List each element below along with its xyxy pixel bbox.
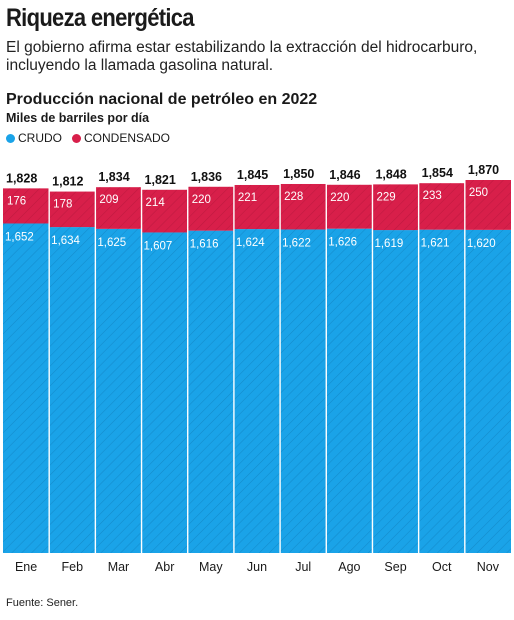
bar-crudo-hatch-abr — [141, 232, 188, 553]
total-label-oct: 1,854 — [422, 166, 453, 180]
total-label-ene: 1,828 — [6, 171, 37, 185]
legend-swatch-crudo — [6, 133, 15, 143]
condensado-label-nov: 250 — [469, 187, 488, 199]
crudo-label-may: 1,616 — [190, 239, 219, 251]
condensado-label-ene: 176 — [7, 195, 26, 207]
condensado-label-jul: 228 — [284, 191, 303, 203]
x-tick-abr: Abr — [155, 560, 174, 574]
total-label-sep: 1,848 — [375, 167, 406, 181]
crudo-label-jul: 1,622 — [282, 237, 311, 249]
crudo-label-ene: 1,652 — [5, 231, 34, 243]
bar-crudo-hatch-ene — [3, 223, 50, 553]
headline: Riqueza energética — [6, 4, 195, 32]
x-tick-oct: Oct — [432, 560, 452, 574]
legend-label-condensado: CONDENSADO — [84, 131, 171, 145]
x-tick-jun: Jun — [247, 560, 267, 574]
crudo-label-abr: 1,607 — [144, 240, 173, 252]
bar-crudo-hatch-mar — [95, 228, 142, 553]
total-label-abr: 1,821 — [145, 173, 176, 187]
condensado-label-jun: 221 — [238, 192, 257, 204]
x-tick-sep: Sep — [384, 560, 406, 574]
x-tick-ago: Ago — [338, 560, 360, 574]
x-tick-jul: Jul — [295, 560, 311, 574]
total-label-may: 1,836 — [191, 170, 222, 184]
condensado-label-abr: 214 — [146, 197, 166, 209]
legend-label-crudo: CRUDO — [18, 131, 62, 145]
condensado-label-sep: 229 — [376, 191, 395, 203]
condensado-label-oct: 233 — [423, 190, 442, 202]
bar-crudo-hatch-nov — [464, 229, 511, 553]
total-label-feb: 1,812 — [52, 175, 83, 189]
bar-condensado-hatch-feb — [49, 191, 96, 228]
crudo-label-jun: 1,624 — [236, 237, 265, 249]
bar-condensado-hatch-jun — [233, 184, 281, 230]
bar-crudo-hatch-jul — [280, 229, 327, 553]
bar-crudo-hatch-jun — [233, 229, 281, 553]
crudo-label-feb: 1,634 — [51, 235, 80, 247]
source-note: Fuente: Sener. — [6, 597, 79, 609]
bar-crudo-hatch-ago — [326, 228, 373, 553]
crudo-label-mar: 1,625 — [97, 237, 126, 249]
total-label-mar: 1,834 — [98, 170, 129, 184]
bar-crudo-hatch-may — [187, 230, 234, 553]
bar-crudo-hatch-sep — [372, 230, 419, 553]
total-label-nov: 1,870 — [468, 163, 499, 177]
legend-item-condensado: CONDENSADO — [72, 131, 170, 145]
x-tick-feb: Feb — [61, 560, 83, 574]
bar-crudo-hatch-feb — [49, 227, 96, 553]
crudo-label-sep: 1,619 — [374, 238, 403, 250]
bar-condensado-hatch-mar — [95, 187, 142, 229]
total-label-ago: 1,846 — [329, 168, 360, 182]
legend: CRUDO CONDENSADO — [6, 131, 170, 145]
total-label-jul: 1,850 — [283, 167, 314, 181]
bar-condensado-hatch-may — [187, 186, 234, 231]
y-axis-label: Miles de barriles por día — [6, 111, 150, 125]
legend-item-crudo: CRUDO — [6, 131, 62, 145]
bar-condensado-hatch-oct — [418, 183, 465, 230]
x-tick-nov: Nov — [477, 560, 500, 574]
condensado-label-mar: 209 — [99, 194, 118, 206]
bar-crudo-hatch-oct — [418, 229, 465, 553]
x-tick-mar: Mar — [108, 560, 130, 574]
condensado-label-ago: 220 — [330, 192, 349, 204]
total-label-jun: 1,845 — [237, 168, 268, 182]
bar-condensado-hatch-ago — [326, 184, 373, 229]
bar-condensado-hatch-jul — [280, 183, 327, 230]
bar-condensado-hatch-ene — [3, 188, 50, 224]
dek: El gobierno afirma estar estabilizando l… — [6, 39, 478, 74]
condensado-label-may: 220 — [192, 194, 211, 206]
chart-title: Producción nacional de petróleo en 2022 — [6, 91, 318, 108]
condensado-label-feb: 178 — [53, 199, 72, 211]
crudo-label-ago: 1,626 — [328, 237, 357, 249]
legend-swatch-condensado — [72, 133, 81, 143]
crudo-label-nov: 1,620 — [467, 238, 496, 250]
bar-condensado-hatch-nov — [464, 180, 511, 230]
crudo-label-oct: 1,621 — [421, 238, 450, 250]
x-tick-may: May — [199, 560, 223, 574]
bar-condensado-hatch-sep — [372, 184, 419, 231]
bar-condensado-hatch-abr — [141, 189, 188, 233]
x-tick-ene: Ene — [15, 560, 37, 574]
